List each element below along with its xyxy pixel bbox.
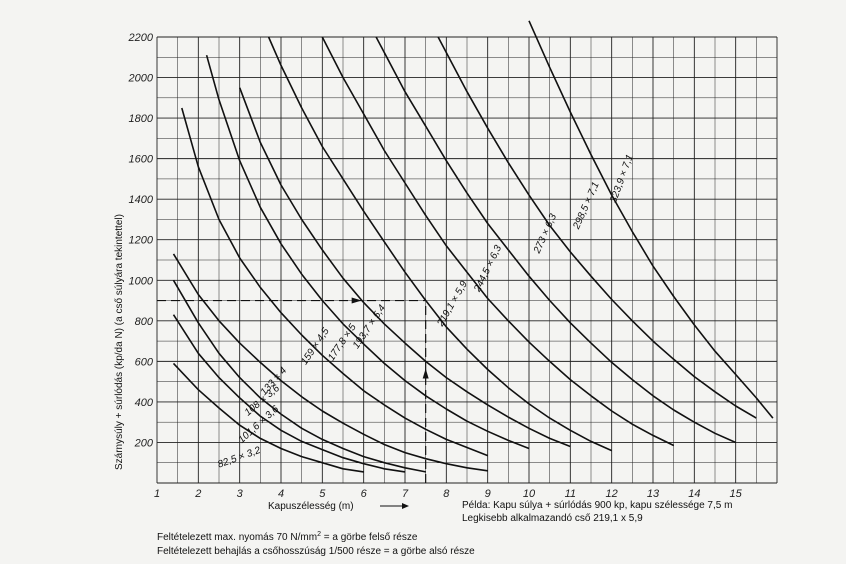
y-tick-labels: 200 400 600 800 1000 1200 1400 1600 1800 2000 2200	[128, 32, 154, 449]
example-arrow-up	[422, 368, 429, 379]
x-tick-label: 4	[278, 488, 284, 500]
curve-9	[375, 36, 737, 444]
curve-6	[238, 87, 571, 448]
x-tick-label: 12	[606, 488, 618, 500]
curve-label-10: 298,5 × 7,1	[571, 180, 602, 231]
x-tick-label: 1	[154, 488, 160, 500]
curve-1	[172, 314, 406, 473]
x-tick-label: 10	[523, 488, 536, 500]
y-axis-title: Szárnysúly + súrlódás (kp/da N) (a cső s…	[114, 214, 125, 470]
x-axis-title: Kapuszélesség (m)	[268, 501, 354, 512]
note-pressure: Feltételezett max. nyomás 70 N/mm2 = a g…	[157, 531, 418, 543]
y-tick-label: 800	[135, 316, 154, 328]
curve-11	[528, 20, 774, 419]
y-tick-label: 1800	[129, 113, 154, 125]
x-tick-label: 15	[730, 488, 743, 500]
curve-2	[172, 279, 426, 473]
example-text-1: Példa: Kapu súlya + súrlódás 900 kp, kap…	[462, 500, 732, 511]
curve-label-9: 273 × 6,3	[532, 212, 560, 256]
example-text-2: Legkisebb alkalmazandó cső 219,1 x 5,9	[462, 513, 643, 524]
x-tick-label: 2	[194, 488, 201, 500]
x-tick-label: 14	[688, 488, 700, 500]
curve-5	[205, 54, 530, 450]
y-tick-label: 1200	[129, 235, 154, 247]
curve-7	[267, 36, 613, 452]
x-tick-label: 11	[565, 488, 576, 500]
x-tick-label: 3	[237, 488, 244, 500]
x-tick-label: 6	[361, 488, 368, 500]
y-tick-label: 2000	[128, 73, 154, 85]
x-tick-label: 8	[443, 488, 450, 500]
curve-label-6: 193,7 × 5,4	[351, 303, 389, 351]
y-tick-label: 200	[134, 437, 154, 449]
example-arrow-right	[351, 297, 362, 304]
x-tick-label: 5	[319, 488, 326, 500]
y-tick-label: 600	[135, 356, 154, 368]
x-tick-labels: 1 2 3 4 5 6 7 8 9 10 11 12 13 14 15	[154, 488, 743, 500]
y-tick-label: 1400	[129, 194, 154, 206]
curve-8	[321, 36, 675, 447]
curve-0	[172, 362, 364, 473]
x-tick-label: 13	[647, 488, 660, 500]
curve-label-7: 219,1 × 5,9	[435, 279, 470, 329]
curve-4	[181, 107, 488, 457]
y-tick-label: 1600	[129, 154, 154, 166]
y-tick-label: 2200	[128, 32, 154, 44]
x-tick-label: 9	[485, 488, 491, 500]
x-axis-arrow	[380, 503, 409, 509]
curve-10	[437, 36, 757, 419]
y-tick-label: 1000	[129, 275, 154, 287]
curves	[172, 20, 774, 473]
curve-label-4: 159 × 4,5	[299, 326, 332, 367]
curve-3	[172, 253, 488, 472]
note-deflection: Feltételezett behajlás a csőhosszúság 1/…	[157, 546, 475, 557]
x-tick-label: 7	[402, 488, 409, 500]
y-tick-label: 400	[135, 397, 154, 409]
example-guide	[157, 297, 429, 483]
